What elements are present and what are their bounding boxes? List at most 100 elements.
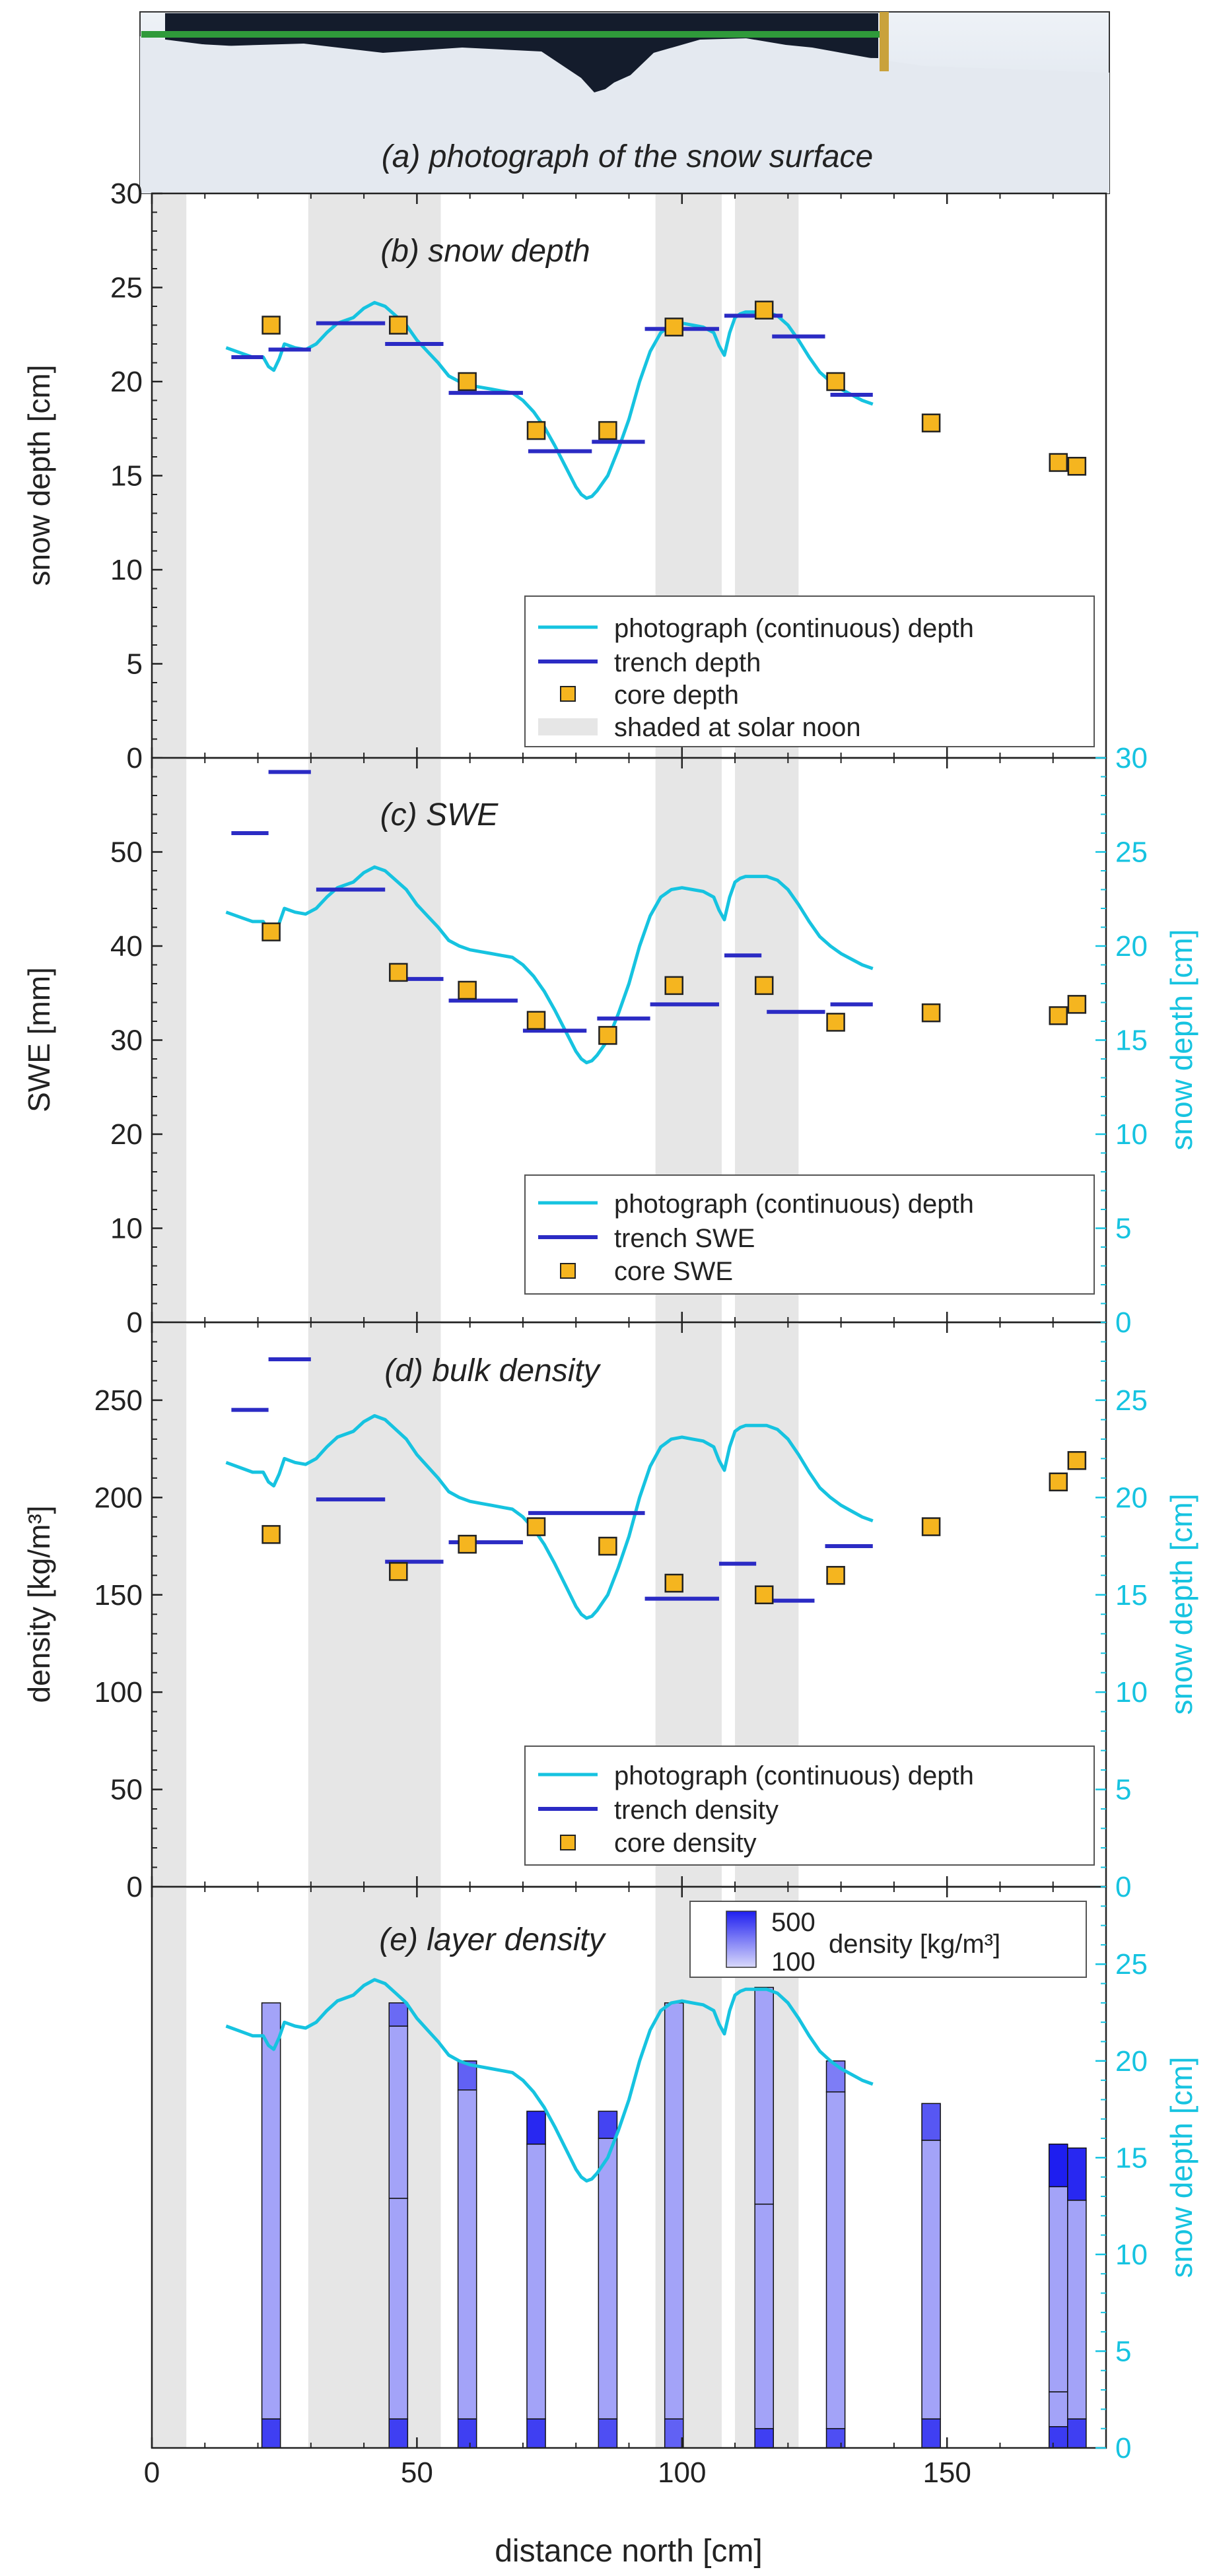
legend-box <box>524 595 1095 747</box>
core-point <box>1049 1006 1068 1025</box>
legend-continuous-label: photograph (continuous) depth <box>614 1190 974 1219</box>
core-point <box>754 1585 774 1605</box>
layer-bar <box>1048 2144 1068 2188</box>
depth-panel-title: (b) snow depth <box>380 234 590 269</box>
depth-legend: photograph (continuous) depth trench dep… <box>524 595 1095 747</box>
core-point <box>526 1011 546 1030</box>
y-tick-label: 5 <box>127 648 143 681</box>
y-tick-label: 30 <box>110 1025 143 1057</box>
continuous-depth-line <box>225 1978 874 2183</box>
density-legend: photograph (continuous) depth trench den… <box>524 1746 1095 1866</box>
plot-area <box>152 1887 1087 2448</box>
y2-tick-label: 5 <box>1115 1213 1131 1245</box>
legend-shade-label: shaded at solar noon <box>614 713 861 742</box>
y-tick-label: 50 <box>110 836 143 869</box>
photo-ruler-tag <box>880 12 889 71</box>
layer-bar <box>1067 2418 1087 2448</box>
layer-bar <box>1067 2200 1087 2420</box>
bulk-density-panel-title: (d) bulk density <box>384 1353 601 1388</box>
y-tick-label: 50 <box>110 1774 143 1806</box>
y-tick-label: 15 <box>110 460 143 492</box>
y2-tick-label: 20 <box>1115 1481 1148 1514</box>
y-tick-label: 20 <box>110 366 143 398</box>
shade-band <box>308 193 441 758</box>
y-tick-label: 200 <box>94 1481 143 1514</box>
core-point <box>754 976 774 996</box>
core-point <box>261 1525 281 1544</box>
swe-panel-title: (c) SWE <box>380 797 499 832</box>
x-tick-label: 100 <box>658 2457 706 2489</box>
layer-bar <box>526 2144 546 2420</box>
core-point <box>1067 995 1087 1014</box>
y2-tick-label: 15 <box>1115 1025 1148 1057</box>
y2-tick-label: 25 <box>1115 1384 1148 1417</box>
layer-bar <box>1048 2426 1068 2448</box>
density-y-axis-label: density [kg/m³] <box>22 1505 56 1703</box>
legend-core-label: core depth <box>614 681 739 710</box>
y-tick-label: 0 <box>127 1871 143 1903</box>
layer-bar <box>388 2418 409 2448</box>
core-point <box>458 980 477 1000</box>
legend-continuous-label: photograph (continuous) depth <box>614 614 974 643</box>
y-tick-label: 20 <box>110 1118 143 1151</box>
layer-bar <box>1048 2186 1068 2392</box>
legend-continuous-label: photograph (continuous) depth <box>614 1761 974 1790</box>
layer-right-axis-label: snow depth [cm] <box>1164 2057 1198 2278</box>
y2-tick-label: 10 <box>1115 2239 1148 2271</box>
continuous-depth-line <box>225 865 874 1065</box>
swe-legend: photograph (continuous) depth trench SWE… <box>524 1174 1095 1295</box>
layer-density-panel: 0 5 10 15 20 25 0 50 100 150 <box>144 1885 1148 2489</box>
core-point <box>1049 453 1068 472</box>
y2-tick-label: 0 <box>1115 1306 1131 1339</box>
colorbar-max-label: 500 <box>771 1908 816 1937</box>
layer-bar <box>664 2002 684 2420</box>
y2-tick-label: 0 <box>1115 1871 1131 1903</box>
colorbar-min-label: 100 <box>771 1948 816 1977</box>
shade-band <box>308 1322 441 1887</box>
y-tick-label: 40 <box>110 930 143 963</box>
legend-core-label: core density <box>614 1829 757 1858</box>
x-tick-label: 0 <box>144 2457 160 2489</box>
core-point <box>921 1517 941 1536</box>
core-point <box>261 316 281 335</box>
core-point <box>261 922 281 941</box>
core-point <box>389 316 408 335</box>
core-point <box>526 1517 546 1536</box>
layer-bar <box>921 2103 941 2141</box>
y-tick-label: 30 <box>110 178 143 210</box>
layer-bar <box>261 2002 281 2420</box>
layer-bar <box>825 2427 846 2448</box>
layer-bar <box>754 2203 775 2429</box>
y2-tick-label: 15 <box>1115 1579 1148 1611</box>
y2-tick-label: 20 <box>1115 930 1148 963</box>
core-point <box>921 1003 941 1023</box>
layer-bar <box>1067 2147 1087 2201</box>
colorbar-legend: 500 100 density [kg/m³] <box>689 1901 1087 1978</box>
y-tick-label: 25 <box>110 272 143 304</box>
y2-tick-label: 10 <box>1115 1118 1148 1151</box>
y2-tick-label: 20 <box>1115 2045 1148 2078</box>
colorbar-label: density [kg/m³] <box>829 1930 1000 1959</box>
shade-band <box>152 1322 187 1887</box>
y-tick-label: 100 <box>94 1676 143 1709</box>
core-point <box>754 300 774 320</box>
depth-y-axis-label: snow depth [cm] <box>22 365 56 586</box>
layer-density-panel-title: (e) layer density <box>379 1922 606 1957</box>
y2-tick-label: 5 <box>1115 2335 1131 2367</box>
layer-bar <box>825 2091 846 2429</box>
y-tick-label: 250 <box>94 1384 143 1417</box>
y2-tick-label: 5 <box>1115 1774 1131 1806</box>
y2-tick-label: 25 <box>1115 836 1148 869</box>
legend-trench-label: trench SWE <box>614 1224 755 1253</box>
shade-band <box>308 1887 441 2448</box>
colorbar-gradient <box>726 1911 757 1968</box>
photo-caption: (a) photograph of the snow surface <box>382 139 873 174</box>
swe-right-axis-label: snow depth [cm] <box>1164 930 1198 1151</box>
swe-y-axis-label: SWE [mm] <box>22 967 56 1112</box>
core-point <box>826 372 845 391</box>
y2-tick-label: 10 <box>1115 1676 1148 1709</box>
core-point <box>598 1026 617 1045</box>
layer-bar <box>526 2111 546 2145</box>
core-point <box>826 1566 845 1585</box>
density-right-axis-label: snow depth [cm] <box>1164 1494 1198 1715</box>
